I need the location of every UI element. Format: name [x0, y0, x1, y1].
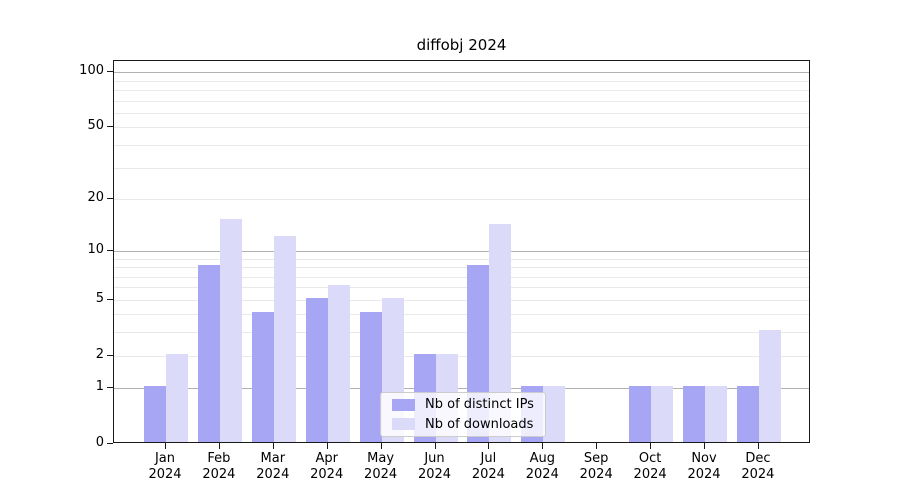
- minor-gridline: [114, 198, 809, 200]
- x-axis-tick-label: Apr 2024: [310, 451, 344, 482]
- legend-label-downloads: Nb of downloads: [425, 416, 534, 432]
- chart-title: diffobj 2024: [416, 36, 507, 54]
- bar-distinct-ips: [629, 386, 652, 442]
- bar-downloads: [327, 285, 350, 442]
- x-axis-tick: [272, 443, 274, 449]
- x-axis-tick: [650, 443, 652, 449]
- x-axis-tick: [165, 443, 166, 449]
- legend-swatch-distinct-ips: [392, 398, 415, 411]
- x-axis-tick: [704, 443, 705, 449]
- y-axis-tick: [107, 71, 113, 73]
- y-axis-tick-label: 1: [95, 379, 104, 395]
- x-axis-tick-label: Oct 2024: [633, 451, 667, 482]
- x-axis-tick: [380, 443, 382, 449]
- minor-gridline: [114, 80, 809, 82]
- minor-gridline: [114, 332, 809, 334]
- x-axis-tick-label: Aug 2024: [525, 451, 559, 482]
- y-axis-tick: [107, 298, 113, 300]
- bar-distinct-ips: [305, 297, 328, 442]
- x-axis-tick: [218, 443, 220, 449]
- bar-downloads: [543, 386, 566, 442]
- bar-downloads: [705, 386, 727, 442]
- legend: Nb of distinct IPs Nb of downloads: [380, 392, 546, 437]
- x-axis-tick: [542, 443, 544, 449]
- y-axis-tick: [107, 126, 113, 128]
- y-axis-tick: [107, 387, 113, 389]
- minor-gridline: [114, 113, 809, 115]
- plot-area: [113, 60, 810, 443]
- legend-label-distinct-ips: Nb of distinct IPs: [425, 397, 534, 413]
- bar-downloads: [273, 235, 296, 442]
- x-axis-tick-label: Jul 2024: [471, 451, 505, 482]
- x-axis-tick: [326, 443, 328, 449]
- x-axis-tick-label: Jun 2024: [417, 451, 452, 482]
- x-axis-tick: [596, 443, 598, 449]
- minor-gridline: [114, 90, 809, 92]
- major-gridline: [114, 388, 809, 390]
- x-axis-tick: [488, 443, 490, 449]
- bar-distinct-ips: [197, 265, 220, 442]
- y-axis-tick: [107, 197, 113, 199]
- minor-gridline: [114, 276, 809, 278]
- y-axis-tick: [107, 354, 113, 356]
- bar-downloads: [651, 386, 674, 442]
- y-axis-tick-label: 2: [95, 346, 104, 362]
- bar-distinct-ips: [683, 386, 705, 442]
- minor-gridline: [114, 258, 809, 260]
- y-axis-tick: [107, 443, 113, 444]
- minor-gridline: [114, 314, 809, 316]
- bar-downloads: [489, 224, 512, 442]
- minor-gridline: [114, 287, 809, 289]
- y-axis-tick-label: 5: [95, 290, 104, 306]
- x-axis-tick: [434, 443, 436, 449]
- bar-distinct-ips: [144, 386, 166, 442]
- minor-gridline: [114, 267, 809, 269]
- y-axis-tick: [107, 249, 113, 251]
- legend-item-downloads: Nb of downloads: [392, 417, 545, 432]
- minor-gridline: [114, 355, 809, 357]
- minor-gridline: [114, 299, 809, 301]
- x-axis-tick: [757, 443, 759, 449]
- bar-distinct-ips: [359, 312, 382, 442]
- legend-swatch-downloads: [392, 418, 415, 431]
- minor-gridline: [114, 100, 809, 102]
- legend-item-distinct-ips: Nb of distinct IPs: [392, 397, 545, 412]
- minor-gridline: [114, 167, 809, 169]
- x-axis-tick-label: May 2024: [364, 451, 398, 482]
- x-axis-tick-label: Dec 2024: [741, 451, 775, 482]
- bar-downloads: [166, 353, 188, 442]
- bar-downloads: [219, 218, 242, 442]
- x-axis-tick-label: Mar 2024: [256, 451, 290, 482]
- x-axis-tick-label: Feb 2024: [202, 451, 236, 482]
- major-gridline: [114, 72, 809, 74]
- x-axis-tick-label: Jan 2024: [148, 451, 182, 482]
- major-gridline: [114, 250, 809, 252]
- bar-distinct-ips: [736, 386, 759, 442]
- y-axis-tick-label: 10: [87, 241, 104, 257]
- x-axis-tick-label: Sep 2024: [579, 451, 613, 482]
- y-axis-tick-label: 100: [79, 63, 104, 79]
- y-axis-tick-label: 50: [87, 118, 104, 134]
- bar-distinct-ips: [251, 312, 274, 442]
- bar-downloads: [758, 330, 781, 442]
- minor-gridline: [114, 127, 809, 129]
- y-axis-tick-label: 20: [87, 189, 104, 205]
- x-axis-tick-label: Nov 2024: [687, 451, 721, 482]
- y-axis-tick-label: 0: [95, 435, 104, 450]
- minor-gridline: [114, 145, 809, 147]
